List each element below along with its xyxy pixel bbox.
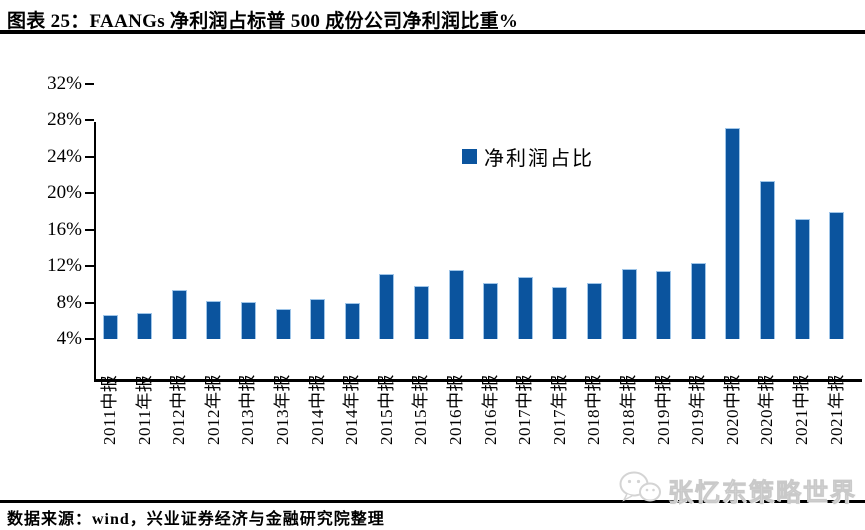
x-tick-label: 2018年报 (619, 374, 638, 445)
x-tick-label: 2014中报 (307, 374, 327, 445)
bar-2020中报 (725, 127, 741, 339)
x-tick-label: 2018中报 (584, 374, 604, 445)
bar-2019年报 (690, 263, 706, 339)
x-tick-label: 2014年报 (342, 374, 362, 445)
x-tick-label: 2019年报 (688, 374, 708, 445)
y-tick-mark (85, 228, 94, 231)
footer-divider (0, 500, 865, 503)
y-tick-label: 16% (47, 218, 82, 240)
x-tick-label: 2017中报 (515, 374, 535, 445)
page-title: 图表 25：FAANGs 净利润占标普 500 成份公司净利润比重% (7, 11, 519, 32)
bar-2021中报 (794, 218, 810, 339)
bar-2020年报 (759, 181, 775, 339)
bar-2013中报 (240, 301, 256, 339)
y-tick-label: 4% (56, 328, 82, 349)
x-tick-label: 2016中报 (446, 374, 465, 445)
y-tick-mark (85, 119, 94, 122)
x-tick-label: 2012年报 (203, 374, 223, 445)
bar-2017年报 (552, 287, 568, 339)
x-tick-label: 2013中报 (238, 374, 258, 445)
y-tick-mark (85, 265, 94, 268)
watermark: 张忆东策略世界 (617, 470, 857, 511)
y-tick-label: 20% (47, 182, 82, 204)
x-tick-label: 2017年报 (549, 374, 569, 445)
bar-2011年报 (137, 312, 153, 339)
x-tick-label: 2020年报 (757, 374, 777, 445)
x-tick-label: 2020中报 (722, 374, 742, 445)
bar-2014年报 (344, 303, 360, 339)
wechat-icon (617, 470, 663, 511)
bar-2016年报 (483, 283, 499, 339)
x-tick-label: 2011年报 (134, 374, 154, 445)
bar-2014中报 (310, 298, 326, 339)
data-source-note: 数据来源：wind，兴业证券经济与金融研究院整理 (7, 511, 385, 528)
y-tick-mark (85, 338, 94, 340)
y-tick-label: 8% (56, 291, 82, 313)
chart-legend: 净利润占比 (462, 142, 594, 171)
x-tick-label: 2012中报 (169, 374, 189, 445)
y-tick-label: 28% (47, 109, 82, 131)
x-tick-label: 2021中报 (792, 374, 811, 445)
y-tick-mark (85, 192, 94, 195)
bar-2015中报 (379, 274, 395, 339)
bar-2016中报 (448, 269, 464, 339)
y-tick-mark (85, 155, 94, 158)
x-tick-label: 2015中报 (376, 374, 396, 445)
y-tick-label: 24% (47, 145, 82, 167)
watermark-text: 张忆东策略世界 (667, 479, 857, 507)
y-tick-label: 12% (47, 255, 82, 277)
legend-swatch-icon (462, 149, 477, 164)
bar-2011中报 (102, 315, 118, 339)
bar-2015年报 (413, 286, 429, 339)
x-tick-label: 2011中报 (100, 374, 119, 445)
bar-2017中报 (517, 277, 533, 339)
y-tick-mark (85, 301, 94, 304)
bar-2012中报 (171, 289, 187, 339)
x-tick-label: 2016年报 (480, 374, 500, 445)
y-tick-label: 32% (47, 73, 82, 94)
bar-chart: 净利润占比 4% 8% 12% 16% 20% 24% 28% 32% 2011中报 2011年… (0, 40, 865, 460)
y-axis-line (93, 122, 96, 382)
legend-label: 净利润占比 (484, 148, 594, 170)
bar-2021年报 (829, 212, 845, 339)
x-tick-label: 2013年报 (273, 374, 292, 445)
title-divider (0, 30, 865, 34)
x-tick-label: 2019中报 (653, 374, 673, 445)
bar-2018中报 (586, 282, 602, 339)
bar-2012年报 (206, 300, 222, 339)
x-tick-label: 2015年报 (411, 374, 431, 445)
x-tick-label: 2021年报 (826, 374, 846, 445)
x-axis-line (93, 379, 862, 382)
bar-2019中报 (656, 270, 672, 339)
bar-2013年报 (275, 308, 291, 339)
bar-2018年报 (621, 268, 637, 339)
y-tick-mark (85, 83, 94, 85)
